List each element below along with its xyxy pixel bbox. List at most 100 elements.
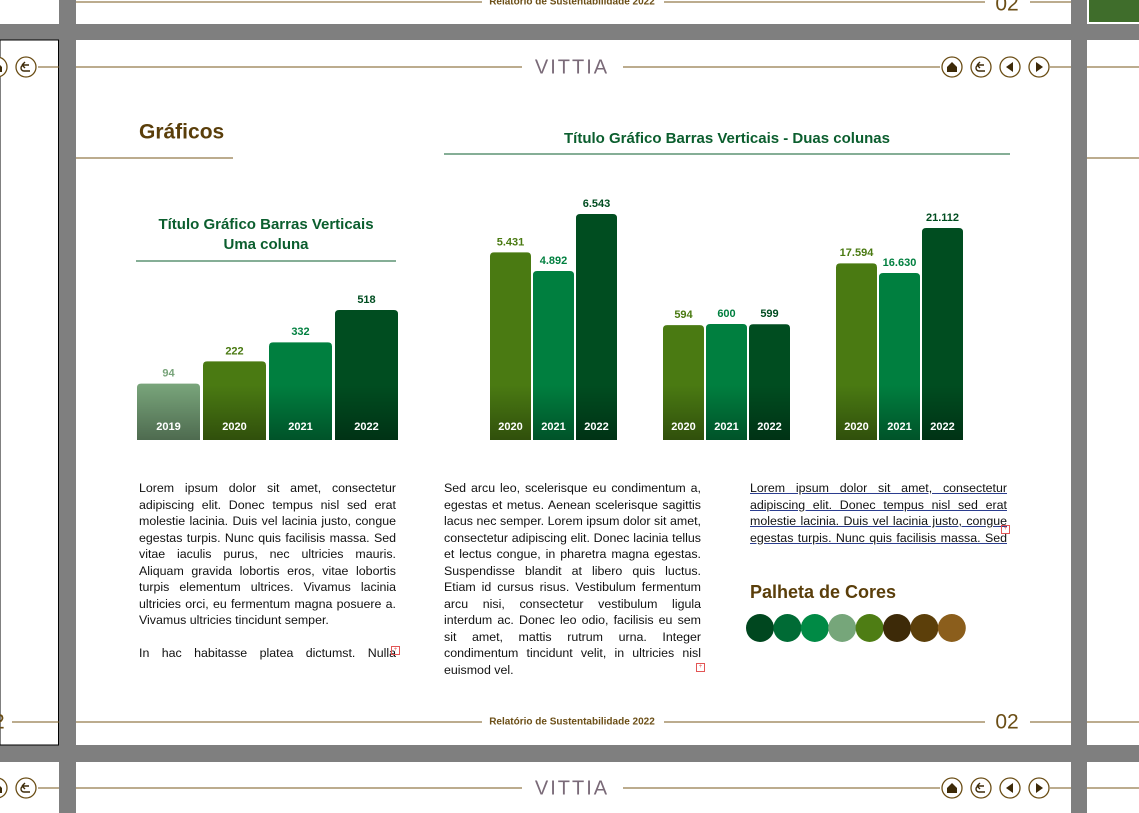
x-tick-label: 2022 <box>930 421 954 433</box>
nav-glyph <box>20 782 30 793</box>
value-label: 600 <box>717 308 735 320</box>
nav-glyph <box>0 65 2 72</box>
nav-glyph <box>0 786 2 793</box>
bar-shade <box>576 385 617 440</box>
nav-ring <box>970 56 992 78</box>
page-number: 02 <box>995 0 1018 16</box>
bar-shade <box>706 385 747 440</box>
nav-button[interactable] <box>970 56 992 78</box>
bar-shade <box>269 385 332 440</box>
value-label: 4.892 <box>540 255 568 267</box>
x-tick-label: 2022 <box>354 421 378 433</box>
nav-button[interactable] <box>999 56 1021 78</box>
value-label: 6.543 <box>583 198 611 210</box>
x-tick-label: 2020 <box>498 421 522 433</box>
bar-shade <box>663 385 704 440</box>
nav-button[interactable] <box>15 56 37 78</box>
value-label: 16.630 <box>883 257 917 269</box>
nav-glyph <box>975 782 985 793</box>
color-swatch <box>746 614 774 642</box>
value-label: 222 <box>225 345 243 357</box>
x-tick-label: 2019 <box>156 421 180 433</box>
color-swatch <box>910 614 939 642</box>
value-label: 599 <box>760 308 778 320</box>
nav-glyph <box>975 61 985 72</box>
image-frame <box>1089 0 1139 22</box>
nav-button[interactable] <box>1028 777 1050 799</box>
bar-shade <box>836 385 877 440</box>
paragraph: Sed arcu leo, scelerisque eu condimentum… <box>444 481 701 677</box>
bar-shade <box>879 385 920 440</box>
x-tick-label: 2020 <box>671 421 695 433</box>
nav-button[interactable] <box>15 777 37 799</box>
paragraph: In hac habitasse platea dictumst. Nulla <box>139 646 396 660</box>
bar-shade <box>533 385 574 440</box>
nav-button[interactable] <box>941 56 963 78</box>
chart-title: Título Gráfico Barras Verticais <box>158 216 373 233</box>
nav-button[interactable] <box>0 777 8 799</box>
x-tick-label: 2021 <box>288 421 312 433</box>
palette-title: Palheta de Cores <box>750 582 896 602</box>
color-swatch <box>828 614 857 642</box>
chart-title: Título Gráfico Barras Verticais - Duas c… <box>564 130 890 147</box>
value-label: 594 <box>674 309 693 321</box>
nav-ring <box>15 777 37 799</box>
title-rules <box>136 153 1010 262</box>
nav-buttons <box>0 56 1050 799</box>
bar-shade <box>490 385 531 440</box>
bar <box>576 214 617 440</box>
rules <box>12 1 1139 789</box>
x-tick-label: 2022 <box>757 421 781 433</box>
text-column[interactable]: Lorem ipsum dolor sit amet, consectetur … <box>750 480 1007 547</box>
x-tick-label: 2021 <box>714 421 738 433</box>
color-swatch <box>855 614 884 642</box>
bar-shade <box>137 385 200 440</box>
bar-shade <box>203 385 266 440</box>
chart-title: Uma coluna <box>223 236 309 253</box>
nav-glyph <box>20 61 30 72</box>
bar-shade <box>749 385 790 440</box>
nav-button[interactable] <box>970 777 992 799</box>
color-swatch <box>773 614 802 642</box>
nav-glyph <box>1006 783 1013 793</box>
logo: VITTIA <box>535 56 609 78</box>
value-label: 5.431 <box>497 236 525 248</box>
overset-marker[interactable]: + <box>391 646 400 655</box>
nav-button[interactable] <box>941 777 963 799</box>
value-label: 94 <box>162 368 175 380</box>
bar-shade <box>922 385 963 440</box>
x-tick-label: 2022 <box>584 421 608 433</box>
page-title: Gráficos <box>139 121 224 144</box>
footer-text: Relatório de Sustentabilidade 2022 <box>489 717 655 728</box>
x-tick-label: 2020 <box>222 421 246 433</box>
nav-button[interactable] <box>0 56 8 78</box>
page <box>0 39 59 746</box>
logo: VITTIA <box>535 777 609 799</box>
bar-shade <box>335 385 398 440</box>
color-swatch <box>937 614 966 642</box>
paragraph: Lorem ipsum dolor sit amet, consectetur … <box>750 481 1007 545</box>
nav-ring <box>970 777 992 799</box>
nav-glyph <box>1036 62 1043 72</box>
page <box>0 0 59 24</box>
page <box>76 0 1071 24</box>
nav-ring <box>15 56 37 78</box>
page <box>1087 40 1139 745</box>
text-column[interactable]: Sed arcu leo, scelerisque eu condimentum… <box>444 480 701 680</box>
footer-text: Relatório de Sustentabilidade 2022 <box>489 0 655 8</box>
x-tick-label: 2021 <box>541 421 565 433</box>
overset-marker[interactable]: + <box>1001 525 1010 534</box>
nav-button[interactable] <box>1028 56 1050 78</box>
text-column[interactable]: Lorem ipsum dolor sit amet, consectetur … <box>139 480 396 664</box>
paragraph: Lorem ipsum dolor sit amet, consectetur … <box>139 481 396 627</box>
nav-button[interactable] <box>999 777 1021 799</box>
x-tick-label: 2021 <box>887 421 911 433</box>
color-swatch <box>800 614 829 642</box>
nav-glyph <box>947 783 957 793</box>
nav-glyph <box>1006 62 1013 72</box>
value-label: 518 <box>357 294 375 306</box>
overset-marker[interactable]: + <box>696 663 705 672</box>
page-number: 02 <box>995 711 1018 734</box>
